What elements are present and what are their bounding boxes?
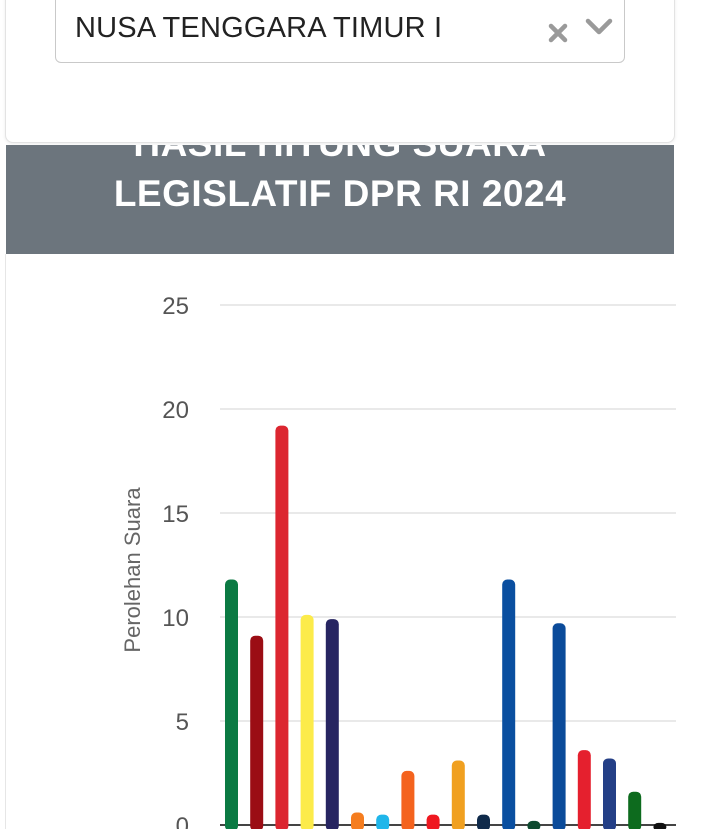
bar-11[interactable] (477, 814, 490, 829)
chart-gridlines (220, 304, 676, 826)
bar-15[interactable] (577, 750, 591, 829)
y-tick-label: 25 (162, 293, 189, 320)
y-tick-label: 20 (162, 397, 189, 424)
bar-16[interactable] (603, 758, 616, 829)
bar-2[interactable] (250, 635, 264, 829)
bar-6[interactable] (351, 812, 364, 829)
bar-1[interactable] (225, 579, 238, 829)
chart-y-ticks: 0 5 10 15 20 25 (162, 293, 189, 829)
bar-12[interactable] (502, 579, 516, 829)
y-tick-label: 10 (162, 605, 189, 632)
bar-8[interactable] (401, 770, 415, 829)
y-tick-label: 0 (176, 813, 189, 829)
bar-13[interactable] (527, 820, 541, 829)
bar-10[interactable] (451, 760, 465, 829)
chart-title-band: HASIL HITUNG SUARA LEGISLATIF DPR RI 202… (6, 145, 674, 255)
bar-18[interactable] (653, 822, 667, 829)
bar-7[interactable] (376, 814, 390, 829)
chart-title-line1: HASIL HITUNG SUARA (6, 145, 674, 165)
chevron-down-icon[interactable] (584, 16, 614, 38)
bar-4[interactable] (300, 614, 314, 829)
dapil-select-value: NUSA TENGGARA TIMUR I (75, 12, 443, 44)
bar-9[interactable] (426, 814, 440, 829)
bar-5[interactable] (325, 619, 339, 829)
bar-14[interactable] (552, 623, 566, 829)
dapil-select[interactable]: NUSA TENGGARA TIMUR I (55, 0, 625, 63)
chart-bars (225, 425, 667, 829)
chart-title-line2: LEGISLATIF DPR RI 2024 (113, 173, 567, 214)
clear-icon[interactable] (546, 21, 570, 45)
bar-3[interactable] (275, 425, 289, 829)
chart-y-axis-label: Perolehan Suara (120, 487, 145, 653)
y-tick-label: 5 (176, 709, 189, 736)
bar-17[interactable] (628, 791, 642, 829)
y-tick-label: 15 (162, 501, 189, 528)
